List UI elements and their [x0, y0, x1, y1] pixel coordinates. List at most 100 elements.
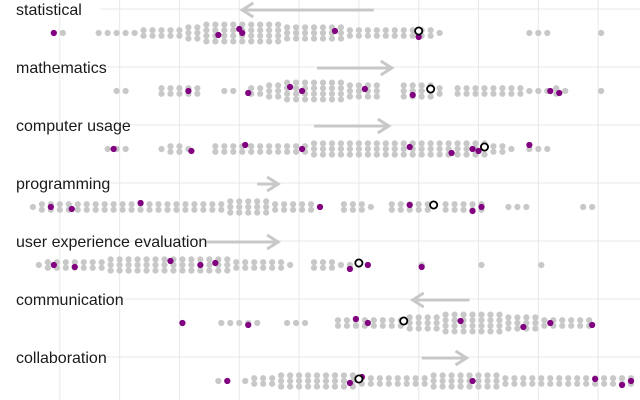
data-dot — [310, 24, 318, 31]
focus-marker — [479, 142, 489, 152]
data-dot — [526, 29, 533, 37]
data-dot — [421, 375, 428, 382]
data-dot — [517, 85, 524, 92]
data-dot — [454, 85, 461, 92]
row: communication — [16, 291, 640, 335]
data-dot — [266, 87, 273, 95]
shift-arrow-head — [239, 1, 255, 19]
data-dot — [514, 203, 521, 211]
data-dot — [451, 317, 458, 324]
data-dot — [289, 206, 297, 213]
highlight-dot — [406, 201, 413, 209]
data-dot — [125, 256, 132, 263]
data-dot — [179, 261, 186, 269]
data-dot — [376, 375, 383, 382]
data-dot — [430, 383, 437, 390]
data-dot — [310, 85, 318, 92]
data-dot — [185, 24, 192, 31]
data-dot — [242, 259, 249, 266]
highlight-dot — [526, 141, 533, 149]
data-dot — [609, 380, 617, 387]
row-label: communication — [16, 292, 124, 309]
data-dot — [328, 259, 336, 266]
data-dot — [182, 206, 189, 213]
data-dot — [227, 198, 234, 205]
data-dot — [251, 375, 258, 382]
data-dot — [313, 377, 321, 385]
data-dot — [400, 151, 407, 158]
data-dot — [487, 311, 494, 318]
data-dot — [275, 82, 282, 89]
data-dot — [496, 328, 503, 335]
focus-marker — [354, 258, 364, 268]
data-dot — [307, 206, 315, 213]
data-dot — [511, 380, 518, 387]
data-dot — [176, 148, 183, 155]
data-dot — [553, 85, 560, 92]
data-dot — [212, 27, 219, 34]
highlight-dot — [346, 379, 354, 387]
highlight-dot — [286, 83, 294, 91]
data-dot — [334, 322, 342, 329]
data-dot — [173, 201, 180, 208]
data-dot — [505, 314, 512, 321]
data-dot — [415, 325, 422, 332]
highlight-dot — [50, 29, 57, 37]
data-dot — [358, 206, 365, 213]
data-dot — [436, 29, 443, 37]
data-dot — [391, 27, 398, 34]
data-dot — [304, 383, 312, 390]
highlight-dot — [618, 381, 626, 389]
data-dot — [478, 261, 485, 269]
data-dot — [373, 145, 380, 153]
data-dot — [460, 201, 467, 208]
data-dot — [406, 325, 413, 332]
data-dot — [427, 27, 434, 34]
data-dot — [134, 267, 141, 274]
data-dot — [574, 380, 581, 387]
data-dot — [209, 201, 216, 208]
data-dot — [442, 328, 449, 335]
data-dot — [170, 267, 177, 274]
data-dot — [487, 322, 494, 329]
data-dot — [355, 151, 362, 158]
data-dot — [424, 319, 431, 327]
data-dot — [284, 24, 291, 31]
data-dot — [233, 259, 240, 266]
data-dot — [547, 375, 554, 382]
highlight-dot — [298, 87, 306, 95]
data-dot — [248, 27, 255, 34]
data-dot — [254, 209, 261, 216]
data-dot — [541, 322, 548, 329]
highlight-dot — [415, 33, 422, 41]
data-dot — [257, 27, 264, 34]
data-dot — [418, 87, 425, 95]
data-dot — [364, 32, 371, 39]
data-dot — [478, 322, 485, 329]
data-dot — [236, 203, 243, 211]
highlight-dot — [469, 145, 476, 153]
data-dot — [203, 27, 210, 34]
data-dot — [577, 322, 584, 329]
data-dot — [278, 264, 285, 271]
shift-arrow-head — [376, 117, 392, 135]
data-dot — [337, 24, 345, 31]
data-dot — [499, 148, 506, 155]
data-dot — [328, 35, 336, 42]
data-dot — [487, 328, 494, 335]
data-dot — [388, 317, 395, 324]
data-dot — [301, 96, 309, 103]
highlight-dot — [346, 265, 354, 273]
highlight-dot — [185, 87, 192, 95]
data-dot — [337, 79, 345, 86]
data-dot — [388, 201, 395, 208]
data-dot — [445, 140, 452, 147]
data-dot — [454, 151, 461, 158]
data-dot — [496, 322, 503, 329]
data-dot — [391, 145, 398, 153]
data-dot — [556, 380, 563, 387]
data-dot — [514, 319, 521, 327]
data-dot — [310, 96, 318, 103]
data-dot — [409, 32, 416, 39]
data-dot — [418, 93, 425, 100]
